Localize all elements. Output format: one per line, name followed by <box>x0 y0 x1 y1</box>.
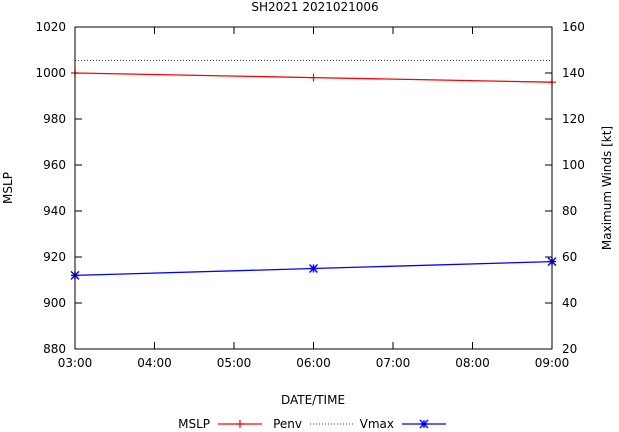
legend-label-penv: Penv <box>273 417 302 431</box>
right-tick-label: 40 <box>562 296 577 310</box>
left-tick-label: 920 <box>43 250 66 264</box>
x-tick-label: 03:00 <box>58 356 93 370</box>
legend: MSLP Penv Vmax <box>178 417 446 431</box>
right-tick-label: 120 <box>562 112 585 126</box>
legend-marker-mslp <box>236 420 244 428</box>
chart-title: SH2021 2021021006 <box>251 0 378 14</box>
right-tick-label: 20 <box>562 342 577 356</box>
data-point-mslp <box>309 73 318 82</box>
x-tick-label: 09:00 <box>535 356 570 370</box>
x-ticks: 03:00 04:00 05:00 06:00 07:00 08:00 09:00 <box>58 27 570 370</box>
left-tick-label: 980 <box>43 112 66 126</box>
right-tick-label: 160 <box>562 20 585 34</box>
legend-marker-vmax <box>419 419 429 429</box>
data-point-vmax <box>309 264 318 273</box>
x-axis-label: DATE/TIME <box>281 393 345 407</box>
legend-label-vmax: Vmax <box>360 417 394 431</box>
left-tick-label: 960 <box>43 158 66 172</box>
series-layer <box>70 59 557 280</box>
x-tick-label: 04:00 <box>137 356 172 370</box>
y-axis-right-label: Maximum Winds [kt] <box>600 126 614 250</box>
left-tick-label: 1020 <box>35 20 66 34</box>
right-tick-label: 60 <box>562 250 577 264</box>
left-tick-label: 1000 <box>35 66 66 80</box>
y-axis-left-label: MSLP <box>1 172 15 204</box>
left-ticks: 880 900 920 940 960 980 1000 1020 <box>35 20 82 356</box>
x-tick-label: 07:00 <box>376 356 411 370</box>
right-ticks: 20 40 60 80 100 120 140 160 <box>545 20 585 356</box>
left-tick-label: 900 <box>43 296 66 310</box>
right-tick-label: 80 <box>562 204 577 218</box>
legend-label-mslp: MSLP <box>178 417 210 431</box>
plot-frame <box>74 26 553 350</box>
x-tick-label: 08:00 <box>455 356 490 370</box>
x-tick-label: 05:00 <box>217 356 252 370</box>
left-tick-label: 940 <box>43 204 66 218</box>
left-tick-label: 880 <box>43 342 66 356</box>
x-tick-label: 06:00 <box>296 356 331 370</box>
right-tick-label: 100 <box>562 158 585 172</box>
right-tick-label: 140 <box>562 66 585 80</box>
